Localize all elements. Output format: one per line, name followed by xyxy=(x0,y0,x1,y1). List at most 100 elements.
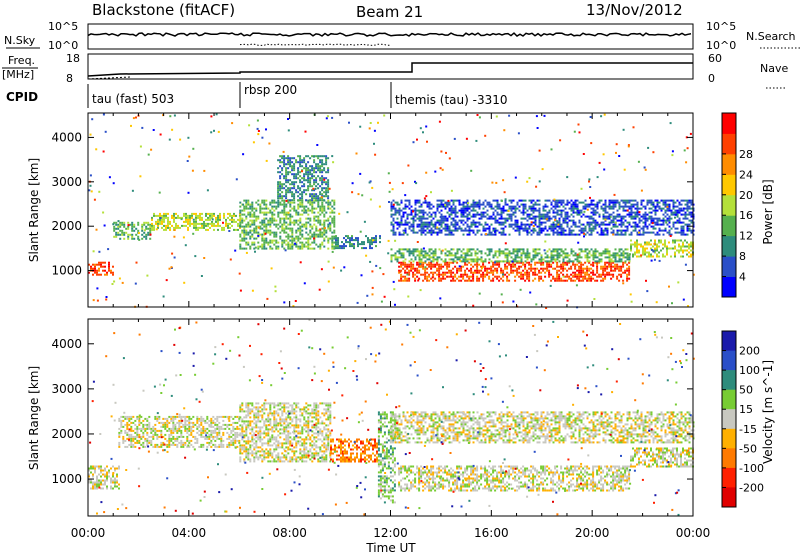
data-cell xyxy=(638,207,641,210)
data-cell xyxy=(510,207,513,210)
data-cell xyxy=(536,225,539,228)
scatter-cell xyxy=(444,203,447,206)
data-cell xyxy=(110,269,112,272)
data-cell xyxy=(404,227,407,230)
data-cell xyxy=(438,211,441,214)
data-cell xyxy=(656,249,658,252)
data-cell xyxy=(321,223,324,226)
data-cell xyxy=(351,243,353,246)
data-cell xyxy=(494,221,497,224)
data-cell xyxy=(610,213,613,216)
data-cell xyxy=(287,173,290,176)
data-cell xyxy=(295,211,298,214)
data-cell xyxy=(450,273,453,276)
scatter-cell xyxy=(545,218,548,221)
data-cell xyxy=(263,225,266,228)
data-cell xyxy=(273,231,276,234)
data-cell xyxy=(147,233,150,236)
data-cell xyxy=(408,273,411,276)
data-cell xyxy=(454,225,457,228)
data-cell xyxy=(426,221,429,224)
data-cell xyxy=(572,205,575,208)
data-cell xyxy=(398,221,401,224)
data-cell xyxy=(327,227,330,230)
data-cell xyxy=(486,248,489,251)
data-cell xyxy=(319,231,322,234)
data-cell xyxy=(289,213,292,216)
data-cell xyxy=(416,261,419,264)
data-cell xyxy=(458,279,461,282)
data-cell xyxy=(458,219,461,222)
data-cell xyxy=(404,271,407,274)
data-cell xyxy=(293,219,296,222)
scatter-cell xyxy=(169,115,172,118)
data-cell xyxy=(301,247,304,250)
data-cell xyxy=(592,269,595,272)
data-cell xyxy=(480,215,483,218)
data-cell xyxy=(628,269,631,272)
data-cell xyxy=(285,169,288,172)
scatter-cell xyxy=(535,115,538,118)
data-cell xyxy=(321,187,324,190)
data-cell xyxy=(132,435,135,438)
data-cell xyxy=(436,221,439,224)
data-cell xyxy=(120,429,123,432)
data-cell xyxy=(400,199,403,202)
data-cell xyxy=(313,189,316,192)
data-cell xyxy=(556,229,559,232)
data-cell xyxy=(169,222,171,225)
data-cell xyxy=(144,437,147,440)
data-cell xyxy=(456,215,459,218)
data-cell xyxy=(120,423,123,426)
data-cell xyxy=(472,203,475,206)
data-cell xyxy=(120,425,123,428)
data-cell xyxy=(464,229,467,232)
data-cell xyxy=(440,263,443,266)
data-cell xyxy=(504,203,507,206)
data-cell xyxy=(604,252,607,255)
data-cell xyxy=(418,254,421,257)
data-cell xyxy=(161,214,163,217)
data-cell xyxy=(668,219,671,222)
data-cell xyxy=(462,211,465,214)
data-cell xyxy=(586,265,589,268)
data-cell xyxy=(506,248,509,251)
data-cell xyxy=(416,248,419,251)
data-cell xyxy=(430,203,433,206)
data-cell xyxy=(408,254,411,257)
scatter-cell xyxy=(588,180,590,183)
data-cell xyxy=(327,241,330,244)
data-cell xyxy=(167,222,169,225)
scatter-cell xyxy=(647,146,650,149)
data-cell xyxy=(492,211,495,214)
scatter-cell xyxy=(105,298,108,301)
data-cell xyxy=(662,229,665,232)
data-cell xyxy=(516,254,519,257)
data-cell xyxy=(265,231,268,234)
data-cell xyxy=(189,216,191,219)
data-cell xyxy=(580,273,583,276)
data-cell xyxy=(131,225,134,228)
colorbar-tick-label: 20 xyxy=(739,189,753,202)
data-cell xyxy=(616,275,619,278)
data-cell xyxy=(203,226,205,229)
data-cell xyxy=(207,218,209,221)
data-cell xyxy=(626,205,629,208)
data-cell xyxy=(536,209,539,212)
data-cell xyxy=(321,205,324,208)
data-cell xyxy=(309,157,312,160)
data-cell xyxy=(686,209,689,212)
data-cell xyxy=(634,229,637,232)
data-cell xyxy=(337,239,339,242)
data-cell xyxy=(622,233,625,236)
scatter-cell xyxy=(287,118,289,120)
data-cell xyxy=(126,417,129,420)
data-cell xyxy=(480,217,483,220)
data-cell xyxy=(626,277,629,280)
data-cell xyxy=(600,205,603,208)
data-cell xyxy=(289,221,292,224)
scatter-cell xyxy=(618,155,621,157)
data-cell xyxy=(678,249,680,252)
data-cell xyxy=(574,233,577,236)
data-cell xyxy=(430,271,433,274)
